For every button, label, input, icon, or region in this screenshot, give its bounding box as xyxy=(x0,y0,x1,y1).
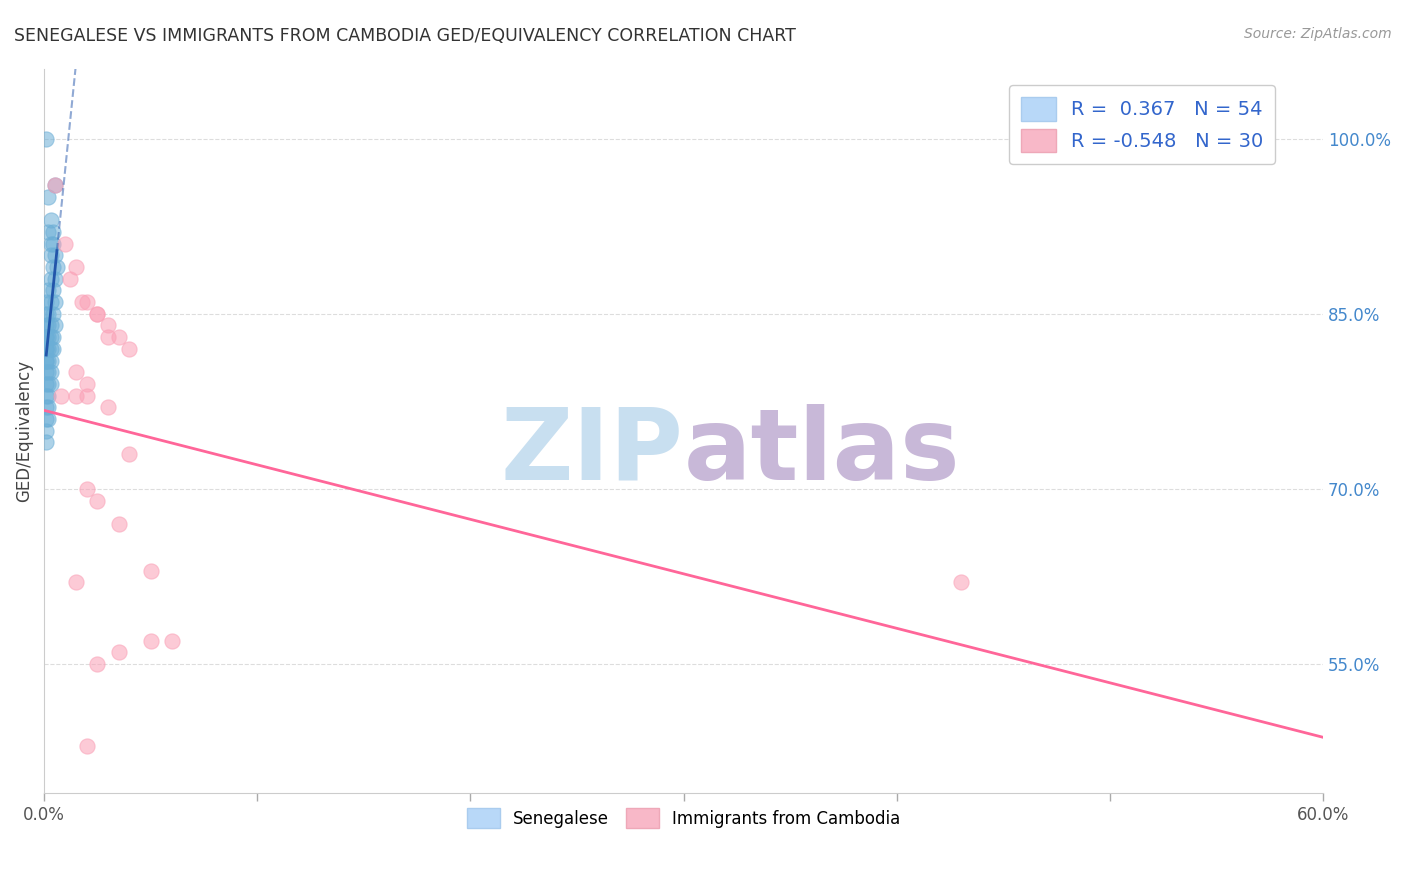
Legend: Senegalese, Immigrants from Cambodia: Senegalese, Immigrants from Cambodia xyxy=(460,801,907,835)
Point xyxy=(35,330,58,344)
Point xyxy=(97,330,120,344)
Point xyxy=(65,260,87,274)
Point xyxy=(35,365,58,379)
Point xyxy=(45,260,67,274)
Point xyxy=(41,260,63,274)
Point xyxy=(37,330,59,344)
Y-axis label: GED/Equivalency: GED/Equivalency xyxy=(15,359,32,501)
Point xyxy=(44,295,66,310)
Point xyxy=(39,248,62,262)
Text: ZIP: ZIP xyxy=(501,404,683,500)
Point xyxy=(35,412,58,426)
Point xyxy=(37,412,59,426)
Point xyxy=(35,376,58,391)
Point xyxy=(41,342,63,356)
Point xyxy=(35,318,58,333)
Point xyxy=(86,307,108,321)
Point xyxy=(76,388,98,402)
Point xyxy=(59,272,82,286)
Point xyxy=(35,342,58,356)
Point xyxy=(37,365,59,379)
Point xyxy=(41,236,63,251)
Point xyxy=(139,564,162,578)
Point xyxy=(35,330,58,344)
Point xyxy=(41,284,63,298)
Point xyxy=(37,225,59,239)
Point xyxy=(39,353,62,368)
Point xyxy=(39,236,62,251)
Point xyxy=(97,318,120,333)
Point xyxy=(35,401,58,415)
Point xyxy=(65,575,87,590)
Point xyxy=(107,516,129,531)
Point xyxy=(76,376,98,391)
Point xyxy=(86,307,108,321)
Point xyxy=(160,633,183,648)
Point xyxy=(76,739,98,753)
Point xyxy=(76,295,98,310)
Point xyxy=(44,178,66,193)
Point xyxy=(39,330,62,344)
Text: atlas: atlas xyxy=(683,404,960,500)
Point xyxy=(107,330,129,344)
Point xyxy=(37,388,59,402)
Point xyxy=(35,353,58,368)
Point xyxy=(35,307,58,321)
Point xyxy=(37,190,59,204)
Point xyxy=(65,388,87,402)
Point xyxy=(35,353,58,368)
Point xyxy=(118,447,141,461)
Point xyxy=(41,330,63,344)
Point xyxy=(37,284,59,298)
Point xyxy=(44,178,66,193)
Point xyxy=(35,131,58,145)
Point xyxy=(41,307,63,321)
Text: SENEGALESE VS IMMIGRANTS FROM CAMBODIA GED/EQUIVALENCY CORRELATION CHART: SENEGALESE VS IMMIGRANTS FROM CAMBODIA G… xyxy=(14,27,796,45)
Point xyxy=(86,657,108,672)
Point xyxy=(35,435,58,450)
Point xyxy=(107,646,129,660)
Point xyxy=(72,295,94,310)
Point xyxy=(37,353,59,368)
Point xyxy=(139,633,162,648)
Point xyxy=(37,401,59,415)
Point xyxy=(37,318,59,333)
Point xyxy=(39,295,62,310)
Point xyxy=(41,225,63,239)
Point xyxy=(51,388,73,402)
Point xyxy=(35,424,58,438)
Point xyxy=(65,365,87,379)
Point xyxy=(39,365,62,379)
Point xyxy=(55,236,77,251)
Point xyxy=(949,575,972,590)
Point xyxy=(35,295,58,310)
Text: Source: ZipAtlas.com: Source: ZipAtlas.com xyxy=(1244,27,1392,41)
Point xyxy=(118,342,141,356)
Point xyxy=(76,482,98,496)
Point xyxy=(97,401,120,415)
Point xyxy=(39,318,62,333)
Point xyxy=(44,248,66,262)
Point xyxy=(39,213,62,227)
Point xyxy=(35,342,58,356)
Point xyxy=(37,307,59,321)
Point xyxy=(39,272,62,286)
Point xyxy=(86,493,108,508)
Point xyxy=(44,318,66,333)
Point xyxy=(35,388,58,402)
Point xyxy=(39,376,62,391)
Point xyxy=(37,376,59,391)
Point xyxy=(39,342,62,356)
Point xyxy=(44,272,66,286)
Point xyxy=(37,342,59,356)
